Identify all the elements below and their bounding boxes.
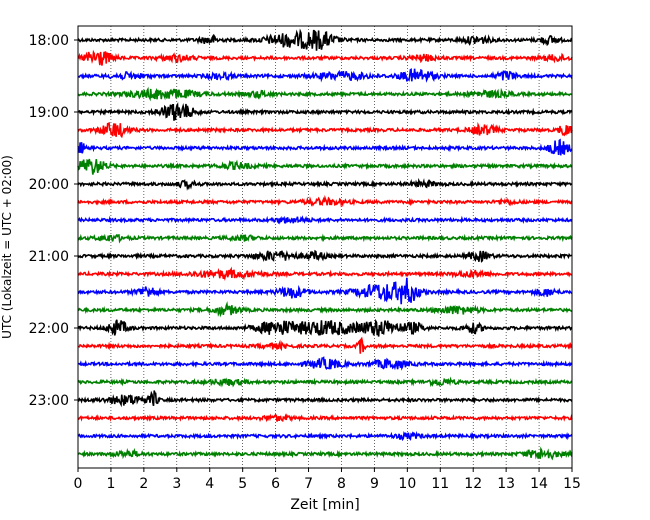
x-tick-label: 2 bbox=[139, 476, 148, 492]
x-tick-label: 11 bbox=[431, 476, 449, 492]
seismogram-trace-1845 bbox=[77, 86, 573, 102]
seismogram-trace-2000 bbox=[77, 177, 573, 191]
seismogram-trace-2030 bbox=[77, 215, 573, 225]
seismogram-trace-1815 bbox=[77, 49, 573, 66]
y-tick-label: 21:00 bbox=[29, 249, 69, 265]
x-axis-ticks: 0 1 2 3 4 5 6 7 8 9 10 11 12 13 14 15 bbox=[74, 468, 581, 492]
x-tick-label: 12 bbox=[464, 476, 482, 492]
x-axis-label: Zeit [min] bbox=[290, 497, 359, 513]
seismogram-trace-2245 bbox=[77, 376, 573, 388]
x-tick-label: 13 bbox=[497, 476, 515, 492]
x-tick-label: 14 bbox=[530, 476, 548, 492]
x-tick-label: 6 bbox=[271, 476, 280, 492]
plot-frame bbox=[77, 25, 573, 469]
seismogram-trace-2115 bbox=[77, 266, 573, 282]
seismogram-trace-1945 bbox=[77, 158, 573, 175]
x-tick-label: 9 bbox=[370, 476, 379, 492]
x-tick-label: 15 bbox=[563, 476, 581, 492]
seismogram-trace-2215 bbox=[77, 336, 573, 354]
seismogram-trace-2130 bbox=[77, 277, 573, 305]
seismogram-trace-2300 bbox=[77, 390, 573, 408]
seismogram-trace-2100 bbox=[77, 249, 573, 263]
y-axis-ticks: 18:00 19:00 20:00 21:00 22:00 23:00 bbox=[29, 33, 78, 409]
x-tick-label: 4 bbox=[205, 476, 214, 492]
seismogram-trace-2315 bbox=[77, 413, 573, 423]
seismogram-trace-2015 bbox=[77, 194, 573, 208]
seismogram-trace-2045 bbox=[77, 233, 573, 244]
seismogram-trace-2200 bbox=[77, 318, 573, 337]
y-axis-label: UTC (Lokalzeit = UTC + 02:00) bbox=[0, 155, 14, 339]
seismogram-trace-2230 bbox=[77, 356, 573, 371]
seismogram-trace-1800 bbox=[77, 28, 573, 51]
seismogram-trace-2345 bbox=[77, 446, 573, 461]
x-tick-label: 0 bbox=[74, 476, 83, 492]
seismogram-trace-1830 bbox=[77, 68, 573, 83]
trace-series bbox=[77, 28, 573, 461]
x-tick-label: 7 bbox=[304, 476, 313, 492]
x-tick-label: 1 bbox=[106, 476, 115, 492]
seismogram-trace-2330 bbox=[77, 430, 573, 442]
y-tick-label: 23:00 bbox=[29, 393, 69, 409]
seismogram-trace-2145 bbox=[77, 301, 573, 318]
seismogram-trace-1900 bbox=[77, 101, 573, 121]
x-tick-label: 10 bbox=[398, 476, 416, 492]
y-tick-label: 18:00 bbox=[29, 33, 69, 49]
x-tick-label: 5 bbox=[238, 476, 247, 492]
y-tick-label: 19:00 bbox=[29, 105, 69, 121]
x-tick-label: 8 bbox=[337, 476, 346, 492]
seismogram-trace-1930 bbox=[77, 138, 573, 156]
y-tick-label: 20:00 bbox=[29, 177, 69, 193]
seismogram-trace-1915 bbox=[77, 121, 573, 139]
y-tick-label: 22:00 bbox=[29, 321, 69, 337]
x-tick-label: 3 bbox=[172, 476, 181, 492]
